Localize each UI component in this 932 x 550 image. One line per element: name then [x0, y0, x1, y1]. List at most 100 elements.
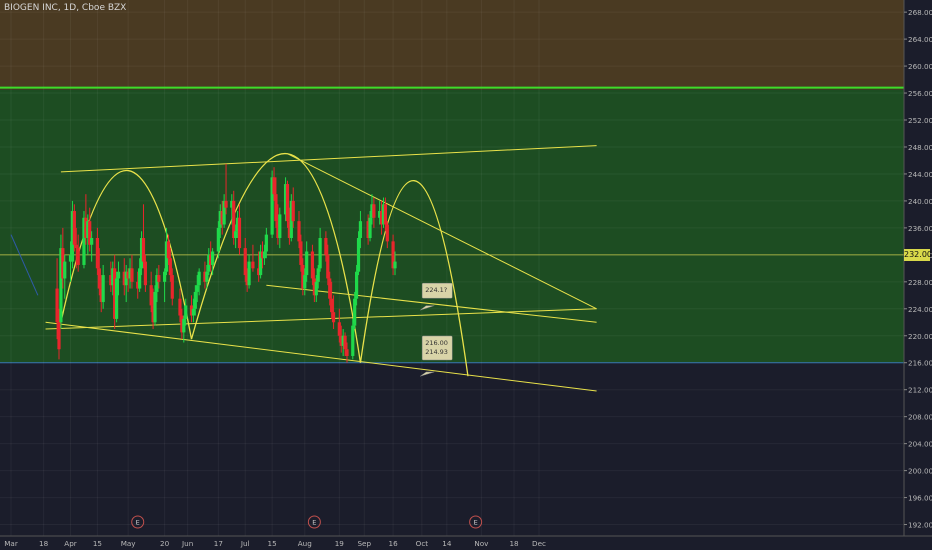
candle-body[interactable] [299, 241, 303, 265]
candle-body[interactable] [126, 271, 130, 279]
candle-body[interactable] [259, 251, 263, 276]
candle-body[interactable] [70, 211, 75, 262]
trend-line-support-line[interactable] [45, 321, 597, 392]
candle-body[interactable] [318, 237, 322, 269]
candle-body[interactable] [272, 177, 276, 195]
candle-body[interactable] [289, 200, 293, 238]
candle-body[interactable] [57, 318, 61, 350]
candle-body[interactable] [82, 217, 86, 265]
candle-body[interactable] [312, 278, 316, 296]
candle-body[interactable] [157, 275, 161, 282]
candle-body[interactable] [251, 261, 255, 269]
candle-body[interactable] [163, 271, 167, 282]
candle-body[interactable] [283, 184, 288, 215]
candle-body[interactable] [211, 251, 215, 265]
candle-body[interactable] [341, 335, 345, 346]
candle-body[interactable] [116, 271, 121, 279]
candle-body[interactable] [372, 204, 376, 218]
earnings-marker-circle[interactable] [131, 515, 145, 529]
candle-body[interactable] [247, 261, 251, 286]
arc-2[interactable] [190, 152, 362, 363]
candle-body[interactable] [381, 204, 386, 225]
candle-body[interactable] [297, 221, 301, 242]
candle-body[interactable] [180, 315, 184, 333]
candle-body[interactable] [101, 275, 105, 303]
candle-body[interactable] [55, 288, 59, 323]
candle-body[interactable] [330, 298, 334, 313]
candle-body[interactable] [328, 278, 332, 299]
candle-body[interactable] [115, 278, 119, 319]
candle-body[interactable] [232, 200, 236, 238]
candle-body[interactable] [193, 291, 197, 309]
candle-body[interactable] [218, 211, 222, 228]
candle-body[interactable] [149, 285, 153, 306]
callout-lower-box[interactable] [421, 335, 453, 361]
candle-body[interactable] [141, 237, 146, 262]
candle-body[interactable] [88, 221, 92, 245]
candle-body[interactable] [345, 349, 349, 356]
candle-body[interactable] [257, 268, 261, 276]
candle-body[interactable] [109, 275, 113, 286]
candle-body[interactable] [393, 261, 397, 269]
candle-body[interactable] [216, 227, 220, 252]
candle-body[interactable] [343, 335, 347, 350]
candle-body[interactable] [326, 254, 330, 279]
candle-body[interactable] [285, 184, 290, 222]
candle-body[interactable] [222, 200, 226, 225]
candle-body[interactable] [378, 211, 382, 218]
earnings-marker-circle[interactable] [469, 515, 483, 529]
candle-body[interactable] [164, 241, 169, 272]
candle-body[interactable] [310, 251, 315, 279]
candle-body[interactable] [260, 251, 265, 259]
candle-body[interactable] [291, 200, 295, 222]
candle-body[interactable] [391, 241, 395, 269]
candle-body[interactable] [314, 281, 318, 296]
candle-body[interactable] [61, 248, 65, 279]
candle-body[interactable] [99, 288, 103, 303]
candle-body[interactable] [353, 298, 357, 326]
candle-body[interactable] [166, 241, 171, 259]
trend-line-upper-channel[interactable] [60, 145, 597, 173]
candle-body[interactable] [224, 200, 228, 208]
candle-body[interactable] [243, 248, 247, 276]
candle-body[interactable] [136, 281, 140, 289]
candle-body[interactable] [122, 271, 126, 286]
candle-body[interactable] [316, 268, 320, 282]
candle-body[interactable] [205, 271, 209, 282]
candle-body[interactable] [155, 275, 159, 292]
candle-body[interactable] [191, 308, 195, 316]
candle-body[interactable] [74, 244, 78, 249]
candle-body[interactable] [63, 261, 67, 279]
candle-body[interactable] [235, 217, 240, 232]
candle-body[interactable] [368, 217, 372, 238]
candle-body[interactable] [209, 254, 213, 265]
candle-body[interactable] [139, 237, 144, 269]
candle-body[interactable] [189, 305, 194, 316]
candle-body[interactable] [305, 251, 309, 276]
candle-body[interactable] [366, 221, 370, 238]
candle-body[interactable] [237, 217, 242, 249]
callout-upper-box[interactable] [421, 282, 453, 299]
candle-body[interactable] [324, 237, 328, 255]
candle-body[interactable] [111, 268, 115, 286]
candle-body[interactable] [339, 335, 343, 346]
candle-body[interactable] [138, 268, 142, 289]
candle-body[interactable] [203, 271, 207, 282]
candle-body[interactable] [86, 221, 90, 238]
candle-body[interactable] [195, 285, 199, 292]
candle-body[interactable] [370, 204, 374, 218]
candle-body[interactable] [230, 200, 234, 208]
candle-body[interactable] [331, 312, 336, 323]
trend-line-descending-resistance[interactable] [287, 153, 597, 310]
candle-body[interactable] [274, 194, 278, 222]
candle-body[interactable] [358, 221, 363, 238]
candle-body[interactable] [130, 268, 134, 282]
candle-body[interactable] [143, 261, 147, 286]
candle-body[interactable] [220, 211, 224, 225]
candle-body[interactable] [76, 248, 80, 265]
candle-body[interactable] [287, 221, 291, 238]
candle-body[interactable] [124, 271, 128, 286]
candle-body[interactable] [234, 231, 238, 238]
candle-body[interactable] [68, 254, 73, 262]
